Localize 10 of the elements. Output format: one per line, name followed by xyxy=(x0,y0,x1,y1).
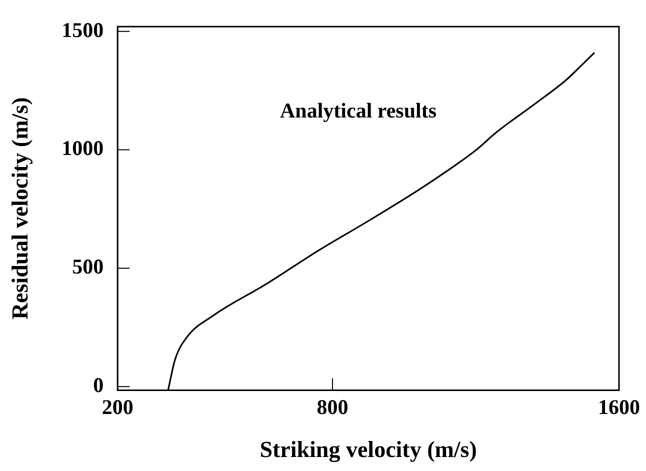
x-tick-label: 800 xyxy=(316,395,348,420)
y-tick-label: 500 xyxy=(72,254,104,279)
x-axis-title: Striking velocity (m/s) xyxy=(260,437,477,464)
y-axis-title: Residual velocity (m/s) xyxy=(8,97,33,320)
y-tick-label: 1500 xyxy=(62,18,104,42)
annotation: Analytical results xyxy=(280,98,437,122)
y-tick-label: 1000 xyxy=(62,136,104,160)
x-tick-label: 200 xyxy=(102,395,134,420)
x-tick-label: 1600 xyxy=(598,395,640,420)
y-tick-label: 0 xyxy=(93,373,104,398)
